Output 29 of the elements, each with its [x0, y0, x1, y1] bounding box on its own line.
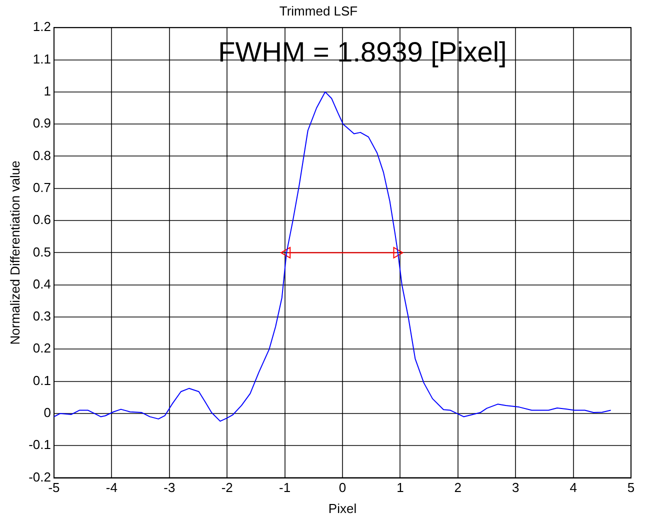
y-tick-label: 0.4	[32, 276, 51, 292]
y-tick-label: -0.2	[28, 469, 51, 484]
y-tick-label: -0.1	[28, 437, 51, 452]
x-tick-label: 1	[396, 480, 404, 496]
x-tick-label: -2	[221, 480, 233, 496]
y-tick-label: 0	[44, 405, 51, 420]
x-tick-label: 4	[570, 480, 577, 496]
y-tick-label: 0.9	[32, 116, 51, 131]
x-tick-label: -3	[164, 480, 176, 496]
x-tick-label: 5	[627, 480, 635, 496]
x-tick-label: -1	[279, 480, 291, 496]
x-tick-label: -5	[48, 480, 60, 496]
y-tick-label: 1.1	[32, 51, 51, 66]
y-tick-label: 0.1	[32, 372, 51, 388]
x-tick-label: 0	[338, 480, 346, 496]
x-tick-label: 2	[454, 480, 462, 496]
x-axis-title: Pixel	[328, 500, 357, 516]
x-tick-label: 3	[512, 480, 520, 496]
y-axis-title: Normalized Differentiation value	[7, 160, 22, 345]
y-tick-label: 0.7	[32, 180, 51, 195]
y-tick-label: 1.2	[32, 19, 51, 34]
y-tick-label: 0.3	[32, 308, 51, 324]
y-tick-label: 0.5	[32, 244, 51, 260]
y-tick-label: 0.6	[32, 212, 51, 228]
x-tick-label: -4	[106, 480, 118, 496]
chart-title: Trimmed LSF	[279, 3, 358, 18]
y-tick-label: 1	[44, 83, 51, 98]
y-tick-label: 0.2	[32, 340, 51, 356]
y-tick-label: 0.8	[32, 148, 51, 163]
